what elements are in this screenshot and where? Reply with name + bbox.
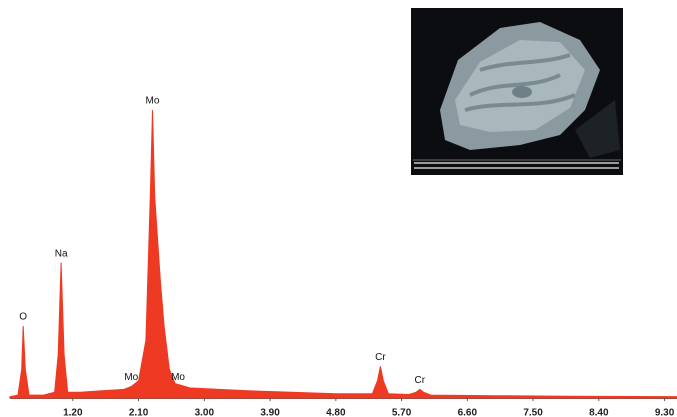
peak-label: Mo [171,372,185,383]
x-tick-label: 7.50 [523,408,543,417]
x-tick-label: 1.20 [63,408,83,417]
info-text [414,167,619,169]
spectrum [9,109,677,399]
x-tick-label: 9.30 [655,408,675,417]
inclusion [512,86,532,98]
x-tick-label: 3.90 [260,408,280,417]
x-tick-label: 8.40 [589,408,609,417]
peak-label: Mo [146,96,160,107]
x-tick-label: 6.60 [458,408,478,417]
peak-label: Cr [415,375,426,386]
x-tick-label: 4.80 [326,408,346,417]
x-tick-label: 3.00 [195,408,215,417]
x-tick-label: 5.70 [392,408,412,417]
peak-label: Cr [375,352,386,363]
sem-image [411,8,623,175]
info-text [414,162,619,164]
peak-label: Na [55,248,68,259]
zoning [464,53,576,112]
peak-label: O [19,312,27,323]
peak-label: Mo [124,372,138,383]
shadow [575,100,620,158]
x-tick-label: 2.10 [129,408,149,417]
